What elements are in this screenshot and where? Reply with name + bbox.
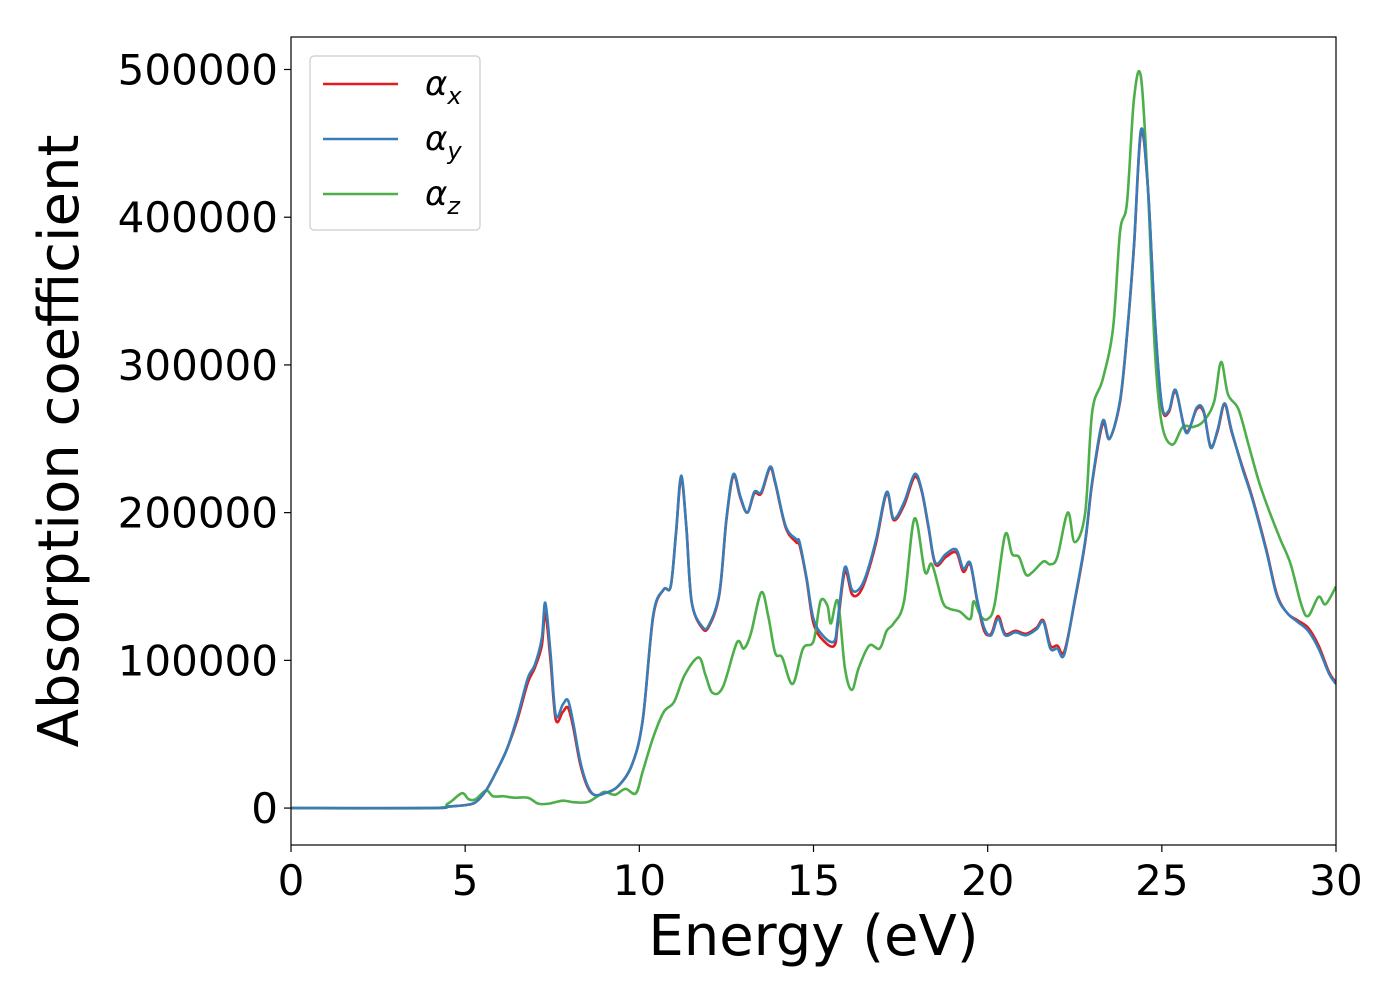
y-tick-label: 0 <box>251 784 278 833</box>
legend: αx αy αz <box>309 55 481 231</box>
x-tick-label: 0 <box>278 856 305 905</box>
y-tick-label: 300000 <box>118 341 278 390</box>
legend-box <box>309 55 481 231</box>
y-tick-label: 500000 <box>118 45 278 94</box>
y-axis-ticks: 0 100000 200000 300000 400000 500000 <box>118 45 291 833</box>
legend-label-z: αz <box>425 174 461 220</box>
y-tick-label: 100000 <box>118 636 278 685</box>
y-axis-label: Absorption coefficient <box>27 135 92 748</box>
x-tick-label: 30 <box>1309 856 1362 905</box>
x-tick-label: 15 <box>787 856 840 905</box>
series-line-z <box>291 69 1336 810</box>
y-tick-label: 400000 <box>118 193 278 242</box>
series-line-y <box>291 127 1336 810</box>
x-tick-label: 25 <box>1135 856 1188 905</box>
legend-label-y: αy <box>425 119 462 165</box>
x-axis-ticks: 0 5 10 15 20 25 30 <box>278 845 1363 905</box>
x-tick-label: 20 <box>961 856 1014 905</box>
x-tick-label: 10 <box>613 856 666 905</box>
series-line-x <box>291 129 1336 810</box>
plot-area <box>291 69 1336 810</box>
x-tick-label: 5 <box>452 856 479 905</box>
legend-label-x: αx <box>425 64 462 110</box>
y-tick-label: 200000 <box>118 489 278 538</box>
x-axis-label: Energy (eV) <box>648 904 978 969</box>
